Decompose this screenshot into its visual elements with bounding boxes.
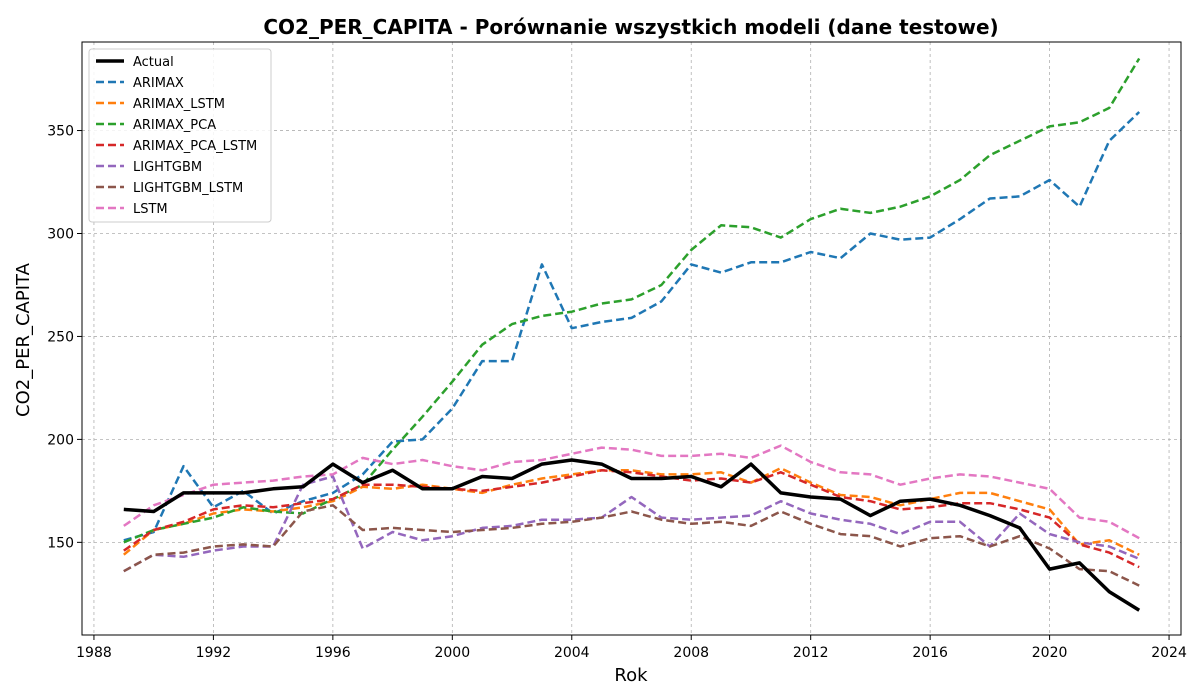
- y-axis: 150 200 250 300 350: [47, 124, 82, 551]
- y-axis-label: CO2_PER_CAPITA: [13, 262, 34, 417]
- legend-label: ARIMAX_PCA: [133, 118, 216, 133]
- x-tick-label: 1988: [76, 645, 112, 661]
- series-line-lightgbm-lstm: [123, 504, 1140, 587]
- series-line-arimax-pca: [123, 57, 1141, 544]
- chart-title: CO2_PER_CAPITA - Porównanie wszystkich m…: [263, 15, 998, 39]
- legend-label: ARIMAX: [133, 76, 184, 91]
- y-tick-label: 300: [47, 226, 74, 242]
- grid: [82, 42, 1181, 635]
- x-tick-label: 1992: [196, 645, 232, 661]
- legend-label: LSTM: [133, 202, 168, 217]
- plot-frame: [81, 41, 1182, 636]
- legend: Actual ARIMAX ARIMAX_LSTM ARIMAX_PCA ARIMAX_…: [88, 48, 272, 223]
- y-tick-label: 150: [47, 535, 74, 551]
- x-tick-label: 2000: [434, 645, 470, 661]
- x-tick-label: 1996: [315, 645, 351, 661]
- y-tick-label: 350: [47, 124, 74, 140]
- x-tick-label: 2024: [1151, 645, 1187, 661]
- x-tick-label: 2004: [554, 645, 590, 661]
- y-tick-label: 250: [47, 329, 74, 345]
- legend-label: ARIMAX_PCA_LSTM: [133, 139, 257, 154]
- series-line-actual: [123, 458, 1141, 612]
- legend-label: Actual: [133, 55, 174, 70]
- series-layer: [123, 57, 1141, 612]
- legend-label: ARIMAX_LSTM: [133, 97, 225, 112]
- legend-label: LIGHTGBM_LSTM: [133, 181, 243, 196]
- legend-box: [88, 48, 272, 223]
- series-line-lstm: [123, 444, 1140, 540]
- x-tick-label: 2016: [912, 645, 948, 661]
- x-axis: 1988 1992 1996 2000 2004 2008 2012 2016 2020 2024: [76, 635, 1187, 661]
- x-tick-label: 2020: [1032, 645, 1068, 661]
- legend-label: LIGHTGBM: [133, 160, 202, 175]
- y-tick-label: 200: [47, 432, 74, 448]
- x-tick-label: 2012: [793, 645, 829, 661]
- series-line-arimax: [123, 111, 1141, 542]
- series-line-arimax-pca-lstm: [123, 469, 1140, 569]
- series-line-lightgbm: [123, 475, 1140, 573]
- x-axis-label: Rok: [614, 665, 648, 686]
- series-line-arimax-lstm: [123, 466, 1140, 556]
- x-tick-label: 2008: [673, 645, 709, 661]
